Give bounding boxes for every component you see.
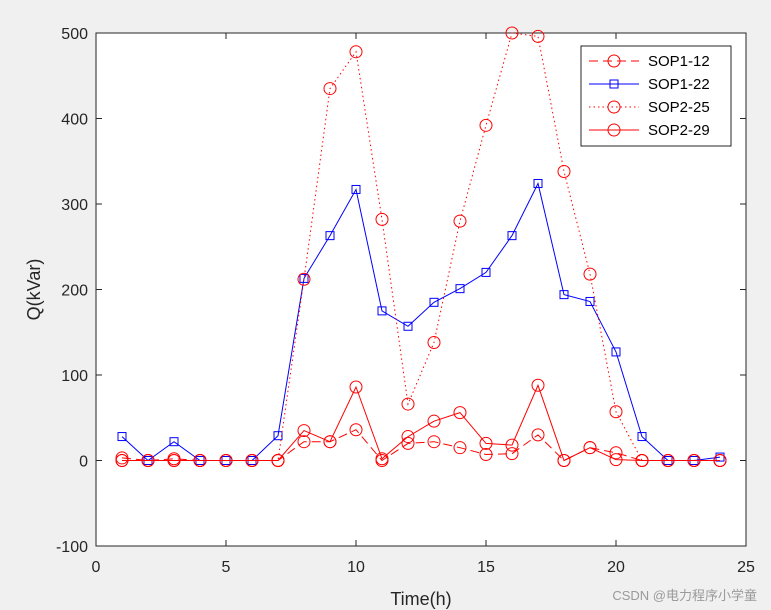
- data-point-sop1-22: [299, 273, 309, 283]
- series-layer: [115, 26, 727, 467]
- data-point-sop1-22: [117, 432, 127, 442]
- data-point-sop1-22: [377, 306, 387, 316]
- legend-marker-sop1-12: [607, 54, 621, 68]
- data-point-sop1-22: [507, 231, 517, 241]
- data-point-sop2-29: [245, 454, 259, 467]
- data-point-sop2-29: [479, 436, 493, 450]
- x-tick-label: 25: [737, 559, 755, 576]
- legend-label-sop1-22: SOP1-22: [648, 76, 710, 93]
- data-point-sop1-12: [609, 446, 623, 460]
- legend-label-sop2-25: SOP2-25: [648, 99, 710, 116]
- data-point-sop2-29: [349, 380, 363, 394]
- data-point-sop1-22: [429, 297, 439, 307]
- data-point-sop2-29: [115, 454, 129, 467]
- y-axis: -100 0 100 200 300 400 500: [56, 26, 746, 556]
- x-tick-label: 10: [347, 559, 365, 576]
- data-point-sop1-22: [637, 432, 647, 442]
- data-point-sop2-25: [609, 405, 623, 419]
- data-point-sop2-25: [505, 26, 519, 40]
- y-tick-label: 400: [61, 112, 88, 129]
- data-point-sop2-29: [323, 435, 337, 449]
- data-point-sop2-29: [505, 438, 519, 452]
- x-tick-label: 0: [92, 559, 101, 576]
- legend-label-sop2-29: SOP2-29: [648, 122, 710, 139]
- series-line-sop2-29: [122, 383, 720, 462]
- data-point-sop1-12: [479, 448, 493, 462]
- data-point-sop2-29: [271, 454, 285, 467]
- legend-marker-sop2-25: [607, 100, 621, 114]
- x-tick-label: 15: [477, 559, 495, 576]
- legend: SOP1-12 SOP1-22 SOP2-25 SOP2-29: [580, 45, 732, 147]
- data-point-sop1-22: [169, 437, 179, 447]
- data-point-sop2-25: [427, 336, 441, 350]
- data-point-sop2-29: [401, 430, 415, 444]
- watermark: CSDN @电力程序小学童: [612, 588, 757, 603]
- x-axis: 0 5 10 15 20 25: [92, 33, 755, 576]
- data-point-sop2-29: [219, 454, 233, 467]
- data-point-sop1-12: [453, 441, 467, 455]
- data-point-sop1-12: [427, 435, 441, 449]
- data-point-sop1-22: [533, 178, 543, 188]
- data-point-sop2-29: [609, 453, 623, 467]
- data-point-sop2-29: [297, 424, 311, 438]
- x-tick-label: 5: [222, 559, 231, 576]
- data-point-sop2-25: [453, 214, 467, 228]
- data-point-sop1-22: [351, 184, 361, 194]
- y-tick-label: -100: [56, 539, 88, 556]
- data-point-sop2-29: [427, 414, 441, 428]
- data-point-sop1-12: [297, 435, 311, 449]
- data-point-sop1-22: [715, 452, 725, 462]
- legend-box: [580, 45, 732, 147]
- data-point-sop1-22: [403, 321, 413, 331]
- legend-marker-sop2-29: [607, 123, 621, 137]
- y-axis-title: Q(kVar): [24, 259, 44, 321]
- data-point-sop1-22: [455, 284, 465, 294]
- legend-label-sop1-12: SOP1-12: [648, 53, 710, 70]
- legend-marker-sop1-22: [609, 79, 619, 89]
- data-point-sop2-25: [401, 397, 415, 411]
- data-point-sop2-25: [323, 82, 337, 96]
- data-point-sop1-12: [349, 423, 363, 437]
- data-point-sop1-22: [611, 347, 621, 357]
- data-point-sop1-22: [585, 296, 595, 306]
- y-tick-label: 100: [61, 368, 88, 385]
- data-point-sop2-25: [531, 29, 545, 43]
- y-tick-label: 0: [79, 454, 88, 471]
- data-point-sop2-29: [713, 454, 727, 467]
- data-point-sop1-12: [531, 428, 545, 442]
- x-tick-label: 20: [607, 559, 625, 576]
- data-point-sop1-22: [325, 231, 335, 241]
- data-point-sop2-29: [453, 406, 467, 420]
- x-axis-title: Time(h): [390, 589, 451, 609]
- y-tick-label: 500: [61, 26, 88, 43]
- data-point-sop2-29: [531, 378, 545, 392]
- y-tick-label: 300: [61, 197, 88, 214]
- y-tick-label: 200: [61, 283, 88, 300]
- data-point-sop2-29: [193, 454, 207, 467]
- data-point-sop2-25: [557, 165, 571, 179]
- data-point-sop1-12: [401, 436, 415, 450]
- data-point-sop2-29: [661, 454, 675, 467]
- data-point-sop1-12: [505, 447, 519, 461]
- data-point-sop2-29: [375, 452, 389, 466]
- data-point-sop2-29: [557, 454, 571, 467]
- data-point-sop1-22: [481, 267, 491, 277]
- data-point-sop1-12: [115, 451, 129, 465]
- data-point-sop2-29: [167, 454, 181, 467]
- data-point-sop2-29: [687, 454, 701, 467]
- data-point-sop2-25: [375, 212, 389, 226]
- data-point-sop2-25: [297, 272, 311, 286]
- data-point-sop2-25: [479, 118, 493, 132]
- data-point-sop2-29: [583, 441, 597, 455]
- series-sop2-29: [115, 378, 727, 467]
- data-point-sop2-25: [583, 267, 597, 281]
- data-point-sop2-29: [141, 454, 155, 467]
- data-point-sop2-25: [349, 45, 363, 59]
- data-point-sop2-29: [635, 454, 649, 467]
- data-point-sop1-22: [559, 290, 569, 300]
